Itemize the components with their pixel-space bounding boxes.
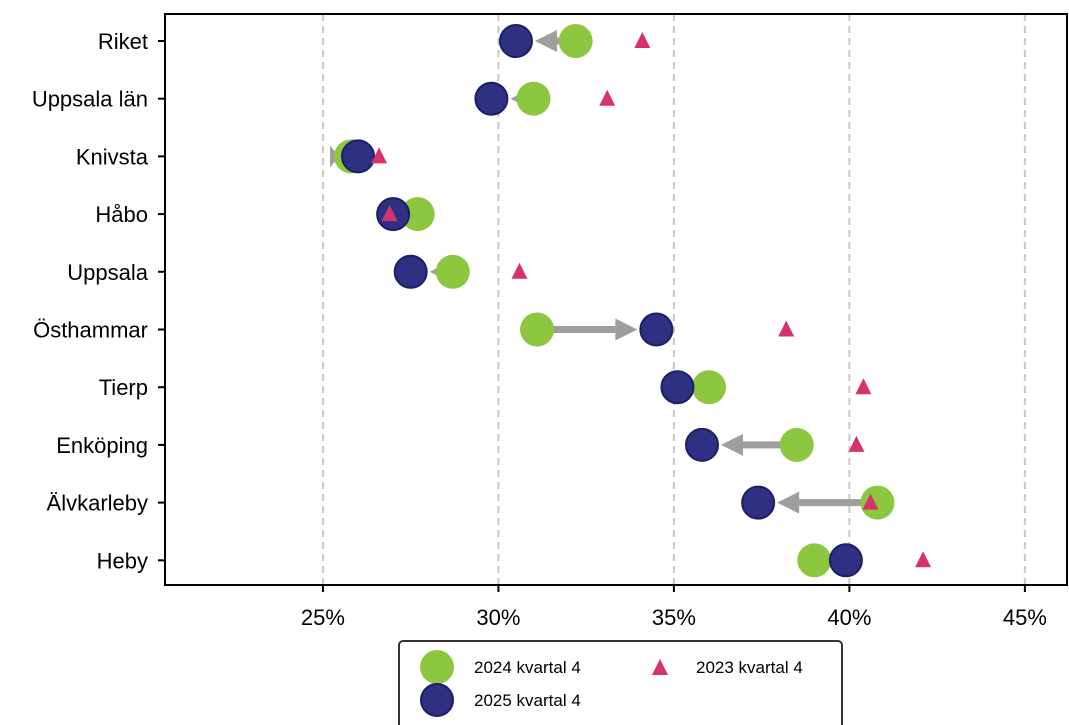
y-tick-label-habo: Håbo	[95, 202, 148, 227]
point-2023-uppsala-lan	[599, 89, 616, 106]
point-2025-enkoping	[684, 427, 719, 462]
x-tick-label: 45%	[1003, 605, 1047, 630]
point-2024-osthammar	[520, 312, 555, 347]
x-tick-label: 25%	[301, 605, 345, 630]
legend-label-2023: 2023 kvartal 4	[696, 658, 803, 677]
arrow-head	[615, 318, 638, 341]
y-tick-label-tierp: Tierp	[99, 375, 148, 400]
legend-marker-2025	[420, 683, 454, 717]
point-2023-habo	[381, 205, 398, 222]
point-2023-osthammar	[778, 320, 795, 337]
point-2024-uppsala-lan	[516, 81, 551, 116]
point-2024-alvkarleby	[860, 485, 895, 520]
arrow-head	[534, 30, 557, 52]
change-arrows	[330, 30, 878, 572]
x-tick-label: 40%	[827, 605, 871, 630]
point-2025-heby	[828, 543, 863, 578]
point-2025-riket	[498, 24, 533, 58]
y-tick-label-knivsta: Knivsta	[76, 144, 149, 169]
x-tick-label: 35%	[652, 605, 696, 630]
point-2024-tierp	[692, 370, 727, 405]
legend-marker-2024	[420, 650, 454, 684]
y-tick-label-osthammar: Östhammar	[33, 318, 148, 343]
y-tick-label-uppsala: Uppsala	[67, 260, 148, 285]
point-2025-alvkarleby	[741, 485, 776, 520]
legend-label-2024: 2024 kvartal 4	[474, 658, 581, 677]
point-2025-uppsala	[393, 254, 428, 289]
y-tick-label-uppsala-lan: Uppsala län	[32, 87, 148, 112]
legend: 2024 kvartal 4 2023 kvartal 4 2025 kvart…	[398, 640, 843, 725]
point-2023-enkoping	[848, 435, 865, 452]
plot-frame	[164, 13, 1068, 586]
arrow-head	[777, 491, 800, 514]
y-tick-label-alvkarleby: Älvkarleby	[47, 491, 148, 516]
legend-marker-2023	[652, 659, 668, 675]
point-2024-heby	[797, 543, 832, 578]
legend-label-2025: 2025 kvartal 4	[474, 691, 581, 710]
legend-box	[398, 640, 843, 725]
data-marks	[334, 24, 932, 578]
point-2024-enkoping	[779, 427, 814, 462]
y-axis: Riket Uppsala län Knivsta Håbo Uppsala Östham…	[32, 29, 165, 573]
y-tick-label-heby: Heby	[97, 548, 148, 573]
point-2025-osthammar	[639, 312, 674, 347]
point-2024-uppsala	[435, 254, 470, 289]
x-tick-label: 30%	[476, 605, 520, 630]
point-2025-tierp	[660, 370, 695, 405]
point-2025-knivsta	[341, 139, 376, 174]
point-2023-uppsala	[511, 262, 528, 279]
y-tick-label-riket: Riket	[98, 29, 148, 54]
point-2023-alvkarleby	[862, 493, 879, 510]
point-2023-riket	[634, 32, 651, 48]
point-2023-heby	[915, 551, 932, 568]
point-2024-riket	[558, 24, 593, 58]
point-2025-uppsala-lan	[474, 81, 509, 116]
point-2024-habo	[400, 197, 435, 232]
grid-lines	[321, 14, 1026, 585]
point-2023-knivsta	[371, 147, 388, 164]
point-2023-tierp	[855, 378, 872, 395]
arrow-head	[720, 433, 743, 456]
y-tick-label-enkoping: Enköping	[56, 433, 148, 458]
x-axis: 25% 30% 35% 40% 45%	[301, 585, 1047, 630]
